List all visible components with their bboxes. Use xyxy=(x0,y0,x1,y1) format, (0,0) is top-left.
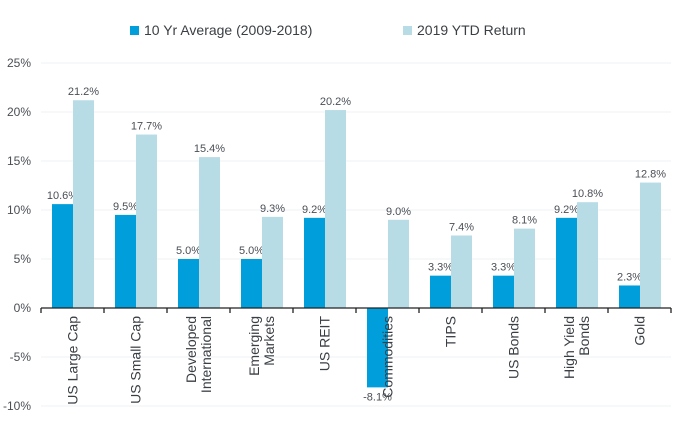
data-label: 8.1% xyxy=(512,215,537,227)
bar-2019-ytd xyxy=(451,235,472,308)
bar-2019-ytd xyxy=(388,219,409,308)
y-tick-label: 15% xyxy=(7,154,31,168)
data-label: 3.3% xyxy=(491,262,516,274)
data-label: 15.4% xyxy=(194,143,225,155)
bar-10yr-average xyxy=(493,275,514,308)
x-category-label: US Large Cap xyxy=(65,316,81,405)
bar-2019-ytd xyxy=(73,100,94,309)
data-label: 9.2% xyxy=(302,204,327,216)
data-label: 9.2% xyxy=(554,204,579,216)
data-label: 3.3% xyxy=(428,262,453,274)
bar-2019-ytd xyxy=(262,216,283,308)
bar-10yr-average xyxy=(430,275,451,308)
x-category-label: Developed xyxy=(183,316,199,383)
data-label: 10.8% xyxy=(572,188,603,200)
bar-2019-ytd xyxy=(136,134,157,308)
x-category-label: TIPS xyxy=(443,316,459,347)
data-label: 7.4% xyxy=(449,221,474,233)
legend-item-10yr-average[interactable]: 10 Yr Average (2009-2018) xyxy=(130,22,312,38)
bar-10yr-average xyxy=(619,285,640,308)
bar-10yr-average xyxy=(52,204,73,308)
y-tick-label: 5% xyxy=(14,252,32,266)
data-label: 5.0% xyxy=(176,245,201,257)
bar-2019-ytd xyxy=(199,157,220,308)
x-category-label: US REIT xyxy=(317,316,333,372)
data-label: 9.3% xyxy=(260,203,285,215)
bar-2019-ytd xyxy=(577,202,598,308)
bar-10yr-average xyxy=(115,214,136,308)
legend-item-2019-ytd[interactable]: 2019 YTD Return xyxy=(403,22,526,38)
x-category-label: US Small Cap xyxy=(128,316,144,404)
bar-10yr-average xyxy=(556,217,577,308)
y-tick-label: -10% xyxy=(3,399,31,413)
legend-swatch-10yr-average xyxy=(130,25,139,35)
x-category-label: Bonds xyxy=(576,316,592,356)
y-tick-label: 20% xyxy=(7,105,31,119)
bar-2019-ytd xyxy=(640,182,661,308)
data-label: 17.7% xyxy=(131,121,162,133)
data-label: 20.2% xyxy=(320,96,351,108)
legend-swatch-2019-ytd xyxy=(403,25,412,35)
data-label: 21.2% xyxy=(68,86,99,98)
chart-legend: 10 Yr Average (2009-2018) 2019 YTD Retur… xyxy=(0,22,700,42)
legend-label-2019-ytd: 2019 YTD Return xyxy=(417,22,526,38)
x-category-label: Emerging xyxy=(246,316,262,376)
bar-2019-ytd xyxy=(325,110,346,308)
bar-10yr-average xyxy=(178,259,199,308)
x-category-label: Commodities xyxy=(380,316,396,398)
x-category-label: Gold xyxy=(632,316,648,346)
bar-10yr-average xyxy=(367,308,388,388)
data-label: 9.5% xyxy=(113,201,138,213)
data-label: 10.6% xyxy=(47,190,78,202)
data-label: 5.0% xyxy=(239,245,264,257)
x-category-label: High Yield xyxy=(561,316,577,379)
y-tick-label: 0% xyxy=(14,301,32,315)
bar-10yr-average xyxy=(241,259,262,308)
x-category-label: Markets xyxy=(261,316,277,366)
bar-2019-ytd xyxy=(514,228,535,308)
x-category-label: US Bonds xyxy=(506,316,522,379)
legend-label-10yr-average: 10 Yr Average (2009-2018) xyxy=(144,22,313,38)
y-tick-label: 25% xyxy=(7,56,31,70)
data-label: 2.3% xyxy=(617,271,642,283)
data-label: -8.1% xyxy=(363,391,392,403)
y-tick-label: 10% xyxy=(7,203,31,217)
data-label: 9.0% xyxy=(386,206,411,218)
bar-10yr-average xyxy=(304,217,325,308)
y-tick-label: -5% xyxy=(10,350,32,364)
data-label: 12.8% xyxy=(635,169,666,181)
x-category-label: International xyxy=(198,316,214,393)
